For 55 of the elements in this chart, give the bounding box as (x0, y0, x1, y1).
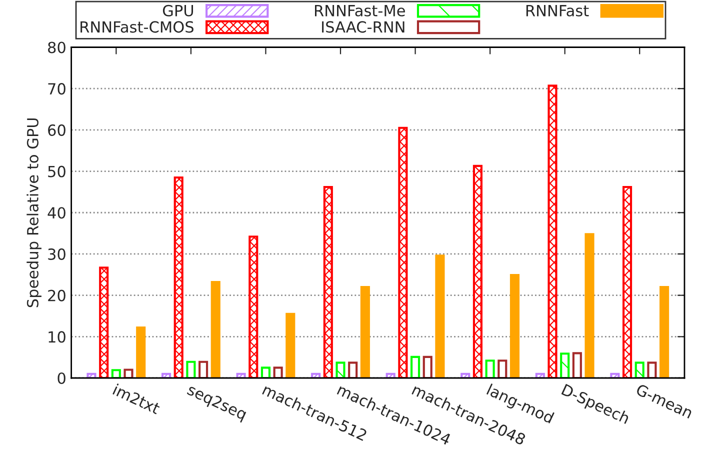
bar (460, 372, 470, 378)
y-axis-title: Speedup Relative to GPU (26, 118, 42, 308)
legend-label: ISAAC-RNN (322, 21, 404, 33)
y-tick-label: 20 (48, 290, 66, 302)
bar (111, 369, 121, 378)
bar (99, 266, 109, 378)
bar (136, 326, 146, 378)
y-tick-label: 10 (48, 331, 66, 343)
bar (622, 186, 632, 378)
y-tick-label: 70 (48, 83, 66, 95)
bar (124, 368, 134, 378)
bar (548, 84, 558, 378)
bar (236, 372, 246, 378)
bar (485, 360, 495, 378)
legend-label: RNNFast-CMOS (80, 21, 194, 33)
bar (323, 186, 333, 378)
bar (572, 352, 582, 378)
bar (422, 356, 432, 378)
y-tick-label: 0 (58, 372, 66, 384)
bar (410, 356, 420, 378)
bar (198, 360, 208, 378)
bar (660, 286, 670, 378)
bar (510, 274, 520, 378)
bar (174, 176, 184, 378)
y-tick-label: 30 (48, 248, 66, 260)
legend-label: RNNFast-Me (315, 5, 405, 16)
bar (248, 236, 258, 378)
y-tick-label: 60 (48, 124, 66, 136)
bar (210, 281, 220, 378)
bar (498, 360, 508, 378)
bar (260, 366, 271, 378)
bar (634, 362, 644, 378)
bar (286, 312, 296, 378)
bar (610, 372, 620, 378)
bar (647, 362, 657, 378)
y-tick-label: 50 (48, 166, 66, 178)
y-tick-label: 80 (48, 42, 66, 54)
bar (398, 126, 408, 378)
bar (386, 372, 396, 378)
bar (336, 362, 346, 378)
bar (560, 352, 570, 378)
y-tick-label: 40 (48, 207, 66, 219)
bar (348, 362, 358, 378)
legend-label: GPU (162, 4, 194, 16)
bar (311, 372, 321, 378)
bar (161, 372, 172, 378)
legend-label: RNNFast (526, 5, 589, 16)
bar (360, 286, 370, 378)
bar (86, 372, 96, 378)
bar (273, 366, 283, 378)
bar (584, 233, 594, 378)
bar (535, 372, 545, 378)
bar (472, 164, 483, 378)
bar (186, 360, 196, 378)
bar (435, 254, 445, 378)
